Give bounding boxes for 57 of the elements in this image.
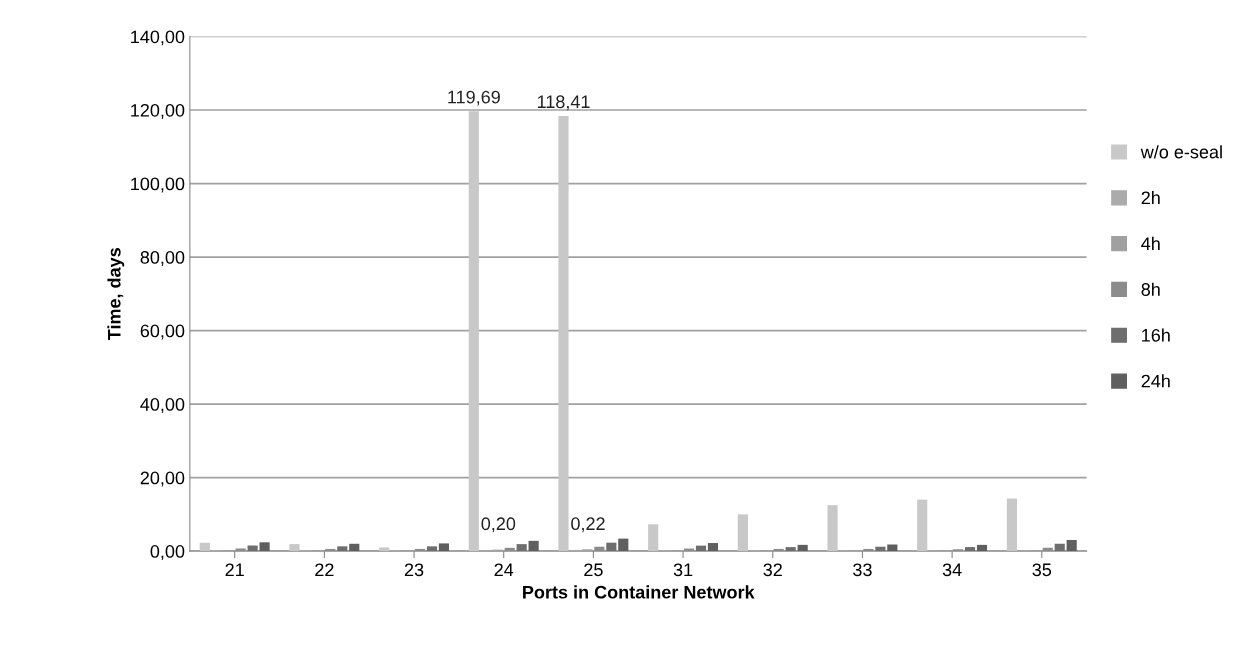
x-tick-label: 31 <box>673 563 693 577</box>
data-label: 0,20 <box>481 517 516 533</box>
x-tick-label: 23 <box>404 563 424 577</box>
bar <box>1066 540 1077 552</box>
bar <box>887 544 898 552</box>
legend-label: 4h <box>1141 236 1160 250</box>
bar <box>648 524 659 552</box>
y-tick-label: 20,00 <box>140 471 185 487</box>
y-tick-label: 80,00 <box>140 251 185 266</box>
x-tick-label: 34 <box>942 563 962 577</box>
bar <box>1006 498 1017 552</box>
x-tick-label: 25 <box>584 563 603 577</box>
y-tick-label: 120,00 <box>131 103 185 119</box>
bar <box>558 115 569 552</box>
bar <box>827 505 838 552</box>
data-label: 119,69 <box>448 90 500 106</box>
bar <box>618 538 629 552</box>
bar <box>785 547 796 552</box>
bar <box>337 546 348 552</box>
y-axis-title: Time, days <box>107 248 125 341</box>
x-tick-label: 33 <box>853 563 872 577</box>
data-label: 0,22 <box>571 517 605 533</box>
legend-label: 8h <box>1141 282 1160 296</box>
bar <box>976 544 988 552</box>
bar <box>289 544 300 552</box>
bar <box>528 540 539 552</box>
x-tick-label: 22 <box>315 563 334 577</box>
legend-label: 24h <box>1141 374 1170 388</box>
y-tick-label: 140,00 <box>131 30 185 46</box>
bar <box>259 542 270 552</box>
bar <box>379 547 390 552</box>
y-tick-label: 0,00 <box>150 545 185 560</box>
bar <box>964 547 976 552</box>
bar <box>426 546 438 552</box>
data-label: 118,41 <box>537 95 590 111</box>
y-tick-label: 60,00 <box>140 324 185 340</box>
x-tick-label: 21 <box>225 563 244 577</box>
bar <box>797 544 808 552</box>
legend-label: w/o e-seal <box>1140 145 1222 159</box>
bar <box>917 499 928 552</box>
x-axis-title: Ports in Container Network <box>523 585 755 599</box>
bar <box>468 111 479 552</box>
bar <box>1054 543 1065 552</box>
bar <box>707 543 719 552</box>
x-tick-label: 32 <box>763 563 782 577</box>
bar <box>199 542 210 552</box>
bar <box>438 543 450 552</box>
x-tick-label: 24 <box>494 563 514 577</box>
bar <box>349 543 360 552</box>
bar <box>516 544 527 552</box>
y-tick-label: 100,00 <box>131 177 185 193</box>
legend-label: 16h <box>1142 328 1170 342</box>
legend-label: 2h <box>1141 191 1160 205</box>
bar <box>606 542 617 552</box>
bar <box>737 514 748 552</box>
x-tick-label: 35 <box>1032 563 1052 577</box>
y-tick-label: 40,00 <box>140 398 185 413</box>
